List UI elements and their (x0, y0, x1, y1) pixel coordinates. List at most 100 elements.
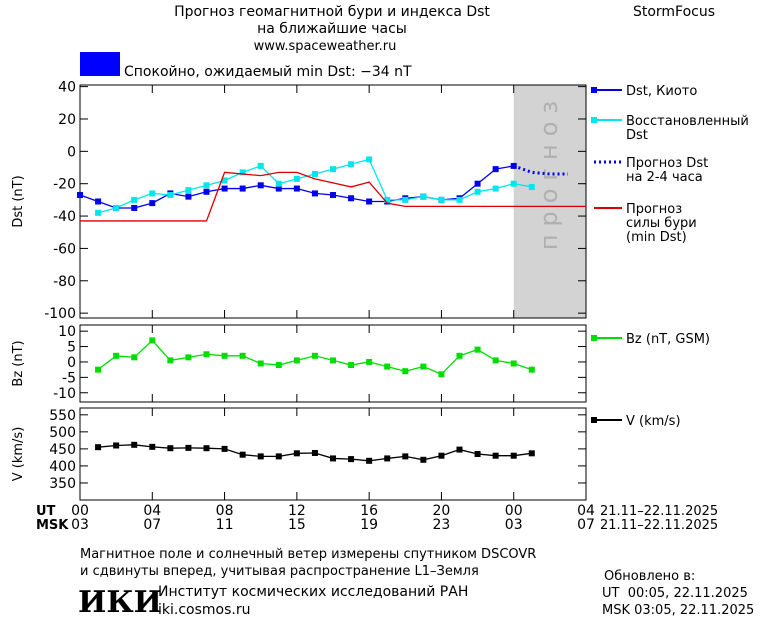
data-point (95, 209, 102, 216)
legend-label: (min Dst) (626, 230, 687, 245)
data-point (131, 354, 138, 361)
brand: StormFocus (633, 4, 715, 20)
data-point (474, 188, 481, 195)
data-point (257, 360, 264, 367)
data-point (311, 190, 318, 197)
data-point (113, 352, 120, 359)
data-point (384, 363, 391, 370)
data-point (293, 357, 300, 364)
y-axis-label: Dst (nT) (11, 175, 26, 227)
y-tick-label: 0 (67, 355, 76, 371)
y-tick-label: 500 (49, 425, 76, 441)
data-point (203, 445, 210, 452)
subtitle: www.spaceweather.ru (254, 39, 397, 54)
axis-row-label: UT (36, 504, 56, 519)
data-point (95, 198, 102, 205)
status-box (80, 52, 120, 76)
series-line (513, 164, 568, 176)
data-point (492, 452, 499, 459)
x-tick-label: 04 (143, 503, 161, 519)
data-point (492, 166, 499, 173)
data-point (185, 193, 192, 200)
data-point (203, 182, 210, 189)
data-point (456, 446, 463, 453)
data-point (257, 182, 264, 189)
y-tick-label: 5 (67, 340, 76, 356)
series-line (97, 158, 532, 214)
y-tick-label: -40 (53, 209, 76, 225)
data-point (456, 352, 463, 359)
legend-marker (591, 335, 597, 341)
x-tick-label: 03 (71, 517, 89, 533)
data-point (149, 337, 156, 344)
data-point (293, 450, 300, 457)
y-tick-label: 40 (58, 80, 76, 96)
series-line (80, 171, 586, 222)
footer-note: и сдвинуты вперед, учитывая распростране… (80, 564, 479, 579)
data-point (402, 453, 409, 460)
data-point (113, 204, 120, 211)
x-tick-label: 15 (288, 517, 306, 533)
data-point (420, 456, 427, 463)
data-point (131, 196, 138, 203)
data-point (528, 366, 535, 373)
data-point (510, 360, 517, 367)
institute: Институт космических исследований РАН (158, 584, 468, 600)
data-point (438, 452, 445, 459)
data-point (348, 456, 355, 463)
updated-msk: MSK 03:05, 22.11.2025 (602, 603, 754, 618)
data-point (167, 357, 174, 364)
y-tick-label: -5 (62, 370, 76, 386)
data-point (348, 161, 355, 168)
data-point (348, 195, 355, 202)
date-range: 21.11–22.11.2025 (600, 504, 718, 519)
data-point (95, 366, 102, 373)
legend-label: Dst (626, 128, 648, 143)
data-point (384, 196, 391, 203)
y-tick-label: -60 (53, 241, 76, 257)
y-tick-label: 20 (58, 112, 76, 128)
legend-label: Dst, Киото (626, 84, 697, 99)
data-point (438, 371, 445, 378)
data-point (456, 196, 463, 203)
legend-label: V (km/s) (626, 414, 681, 429)
data-point (492, 357, 499, 364)
data-point (149, 190, 156, 197)
data-point (330, 357, 336, 364)
legend-label: Прогноз (626, 202, 682, 217)
data-point (330, 166, 336, 173)
data-point (366, 156, 373, 163)
y-tick-label: -10 (53, 386, 76, 402)
data-point (221, 445, 228, 452)
forecast-region (513, 85, 586, 318)
data-point (311, 170, 318, 177)
y-tick-label: 350 (49, 476, 76, 492)
title: Прогноз геомагнитной бури и индекса Dst (174, 4, 490, 20)
legend-label: Прогноз Dst (626, 156, 708, 171)
y-axis-label: V (km/s) (11, 427, 26, 482)
data-point (149, 200, 156, 207)
x-tick-label: 04 (577, 503, 595, 519)
y-tick-label: 10 (58, 324, 76, 340)
data-point (348, 362, 355, 369)
data-point (366, 457, 373, 464)
x-tick-label: 03 (505, 517, 523, 533)
data-point (275, 453, 282, 460)
data-point (149, 443, 156, 450)
y-tick-label: -100 (44, 306, 76, 322)
data-point (221, 177, 228, 184)
data-point (402, 196, 409, 203)
axis-row-label: MSK (36, 518, 69, 533)
legend-label: силы бури (626, 216, 697, 231)
data-point (275, 362, 282, 369)
data-point (528, 183, 535, 190)
x-tick-label: 07 (143, 517, 161, 533)
y-tick-label: -80 (53, 274, 76, 290)
updated-ut: UT 00:05, 22.11.2025 (602, 586, 748, 601)
data-point (239, 185, 246, 192)
data-point (438, 196, 445, 203)
y-tick-label: 450 (49, 442, 76, 458)
x-tick-label: 16 (360, 503, 378, 519)
data-point (221, 352, 228, 359)
x-tick-label: 07 (577, 517, 595, 533)
